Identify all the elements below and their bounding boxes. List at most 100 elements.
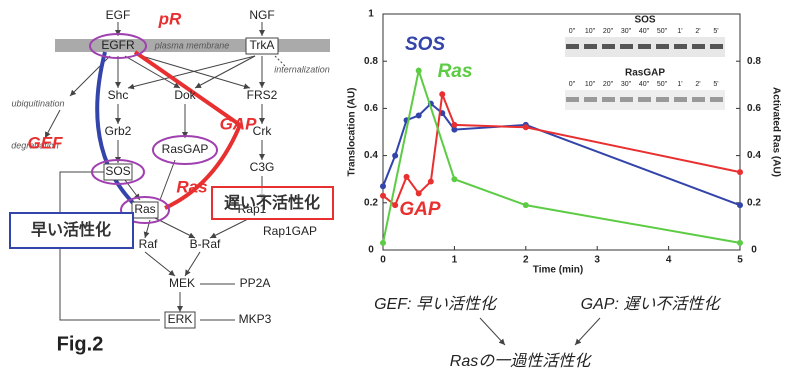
node: RasGAP <box>162 142 209 156</box>
lane-label: 0" <box>569 81 576 88</box>
figure-label: Fig.2 <box>57 333 104 355</box>
node: MKP3 <box>239 312 272 326</box>
node: ubiquitination <box>11 98 64 108</box>
x-tick-label: 3 <box>594 255 600 266</box>
point <box>523 124 529 130</box>
caption: GAP: 遅い不活性化 <box>581 295 722 313</box>
x-tick-label: 0 <box>380 255 386 266</box>
lane-label: 0" <box>569 28 576 35</box>
x-axis-title: Time (min) <box>533 265 583 276</box>
y2-tick-label: 0.6 <box>747 103 761 114</box>
x-tick-label: 1 <box>452 255 458 266</box>
caption-arrows <box>480 318 600 345</box>
point <box>416 190 422 196</box>
lane-label: 30" <box>621 81 632 88</box>
caption: Rasの一過性活性化 <box>450 352 592 370</box>
point <box>416 68 422 74</box>
point <box>380 183 386 189</box>
y2-tick-label: 0.4 <box>747 150 761 161</box>
node: NGF <box>249 8 274 22</box>
node: Raf <box>139 237 158 251</box>
blot-band <box>566 97 579 102</box>
caption: GEF: 早い活性化 <box>374 295 498 313</box>
point <box>380 193 386 199</box>
y-axis-title: Translocation (AU) <box>347 88 358 177</box>
inset-title: RasGAP <box>625 68 665 79</box>
blot-band <box>638 97 651 102</box>
point <box>439 91 445 97</box>
node: MEK <box>169 276 195 290</box>
node: B-Raf <box>190 237 221 251</box>
blot-band <box>620 44 633 49</box>
point <box>380 240 386 246</box>
lane-label: 10" <box>585 81 596 88</box>
node: Shc <box>108 88 129 102</box>
box-label: 遅い不活性化 <box>224 193 320 212</box>
lane-label: 50" <box>657 81 668 88</box>
blot-band <box>584 97 597 102</box>
node: internalization <box>274 64 330 74</box>
point <box>404 174 410 180</box>
y-tick-label: 0.2 <box>364 197 378 208</box>
node: EGF <box>106 8 131 22</box>
blot-band <box>656 44 669 49</box>
node: C3G <box>250 160 275 174</box>
y2-tick-label: 0.8 <box>747 56 761 67</box>
y-tick-label: 0.4 <box>364 150 378 161</box>
lane-label: 1' <box>677 28 682 35</box>
blot-band <box>710 44 723 49</box>
point <box>392 202 398 208</box>
blot-band <box>638 44 651 49</box>
node: Ras <box>134 202 155 216</box>
node: TrkA <box>250 38 275 52</box>
blot-band <box>692 44 705 49</box>
blot-band <box>620 97 633 102</box>
lane-label: 30" <box>621 28 632 35</box>
x-tick-label: 2 <box>523 255 529 266</box>
x-tick-label: 5 <box>737 255 743 266</box>
lane-label: 40" <box>639 81 650 88</box>
node: pR <box>158 9 182 28</box>
inset-title: SOS <box>634 15 655 26</box>
y2-tick-label: 0.2 <box>747 197 761 208</box>
series-line <box>383 104 740 205</box>
lane-label: 5' <box>713 81 718 88</box>
point <box>451 176 457 182</box>
point <box>737 169 743 175</box>
figure: EGF NGF pR EGFR plasma membrane TrkA ubi… <box>0 0 789 379</box>
blot-band <box>602 97 615 102</box>
blot-band <box>602 44 615 49</box>
nodes: EGF NGF pR EGFR plasma membrane TrkA ubi… <box>11 8 330 355</box>
point <box>428 179 434 185</box>
node: ERK <box>168 312 193 326</box>
y2-tick-label: 0 <box>751 245 757 256</box>
blot-band <box>584 44 597 49</box>
node: plasma membrane <box>154 40 230 50</box>
node: GEF <box>28 133 64 152</box>
point <box>737 240 743 246</box>
y-tick-label: 0.8 <box>364 56 378 67</box>
node: GAP <box>220 114 258 133</box>
blot-band <box>566 44 579 49</box>
lane-label: 5' <box>713 28 718 35</box>
blot-band <box>656 97 669 102</box>
y2-axis-title: Activated Ras (AU) <box>770 87 781 177</box>
lane-label: 40" <box>639 28 650 35</box>
y-tick-label: 0.6 <box>364 103 378 114</box>
series-label: SOS <box>405 34 445 55</box>
series-label: GAP <box>399 199 441 220</box>
node: Dok <box>174 88 196 102</box>
node: SOS <box>105 164 130 178</box>
x-tick-label: 4 <box>666 255 672 266</box>
blot-band <box>674 97 687 102</box>
blot-band <box>674 44 687 49</box>
point <box>737 202 743 208</box>
lane-label: 2' <box>695 28 700 35</box>
blot-band <box>692 97 705 102</box>
node: Rap1GAP <box>263 224 317 238</box>
lane-label: 20" <box>603 81 614 88</box>
node: PP2A <box>240 276 271 290</box>
series-label: Ras <box>438 61 473 82</box>
point <box>392 153 398 159</box>
box-label: 早い活性化 <box>31 220 111 239</box>
